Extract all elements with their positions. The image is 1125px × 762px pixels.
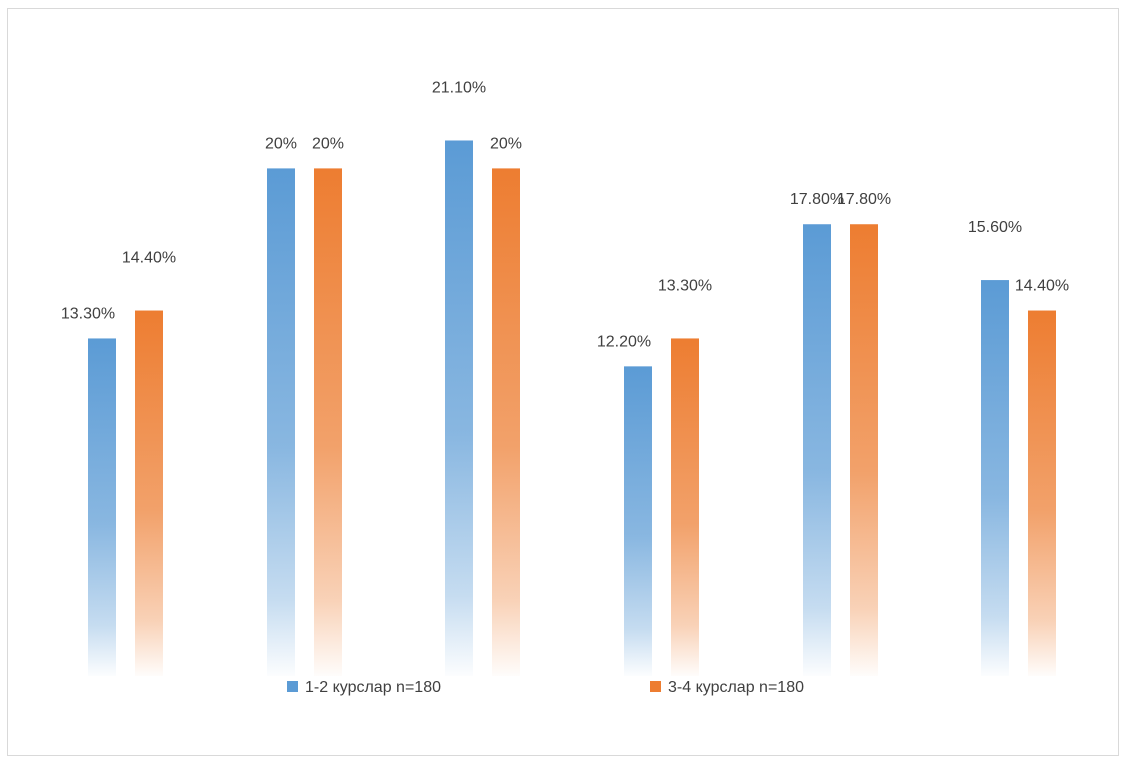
data-label-series-2-group-3: 20% (490, 135, 522, 152)
legend-label-series-1: 1-2 курслар n=180 (305, 679, 441, 696)
data-label-series-1-group-1: 13.30% (61, 305, 115, 322)
data-label-series-1-group-6: 15.60% (968, 219, 1022, 236)
legend-label-series-2: 3-4 курслар n=180 (668, 679, 804, 696)
chart-frame (7, 8, 1119, 756)
bar-series-1-group-5 (803, 224, 831, 676)
bar-series-1-group-6 (981, 280, 1009, 676)
bar-series-2-group-2 (314, 168, 342, 676)
data-labels-layer: 13.30% 20% 21.10% 12.20% 17.80% 15.60% 14.40% 2… (61, 79, 1069, 350)
legend: 1-2 курслар n=180 3-4 курслар n=180 (287, 679, 804, 696)
data-label-series-2-group-5: 17.80% (837, 191, 891, 208)
bar-series-2-group-4 (671, 338, 699, 676)
bar-series-1-group-3 (445, 140, 473, 676)
bar-series-2-group-3 (492, 168, 520, 676)
data-label-series-2-group-4: 13.30% (658, 277, 712, 294)
data-label-series-2-group-2: 20% (312, 135, 344, 152)
bar-series-2-group-6 (1028, 310, 1056, 676)
legend-swatch-series-2 (650, 681, 661, 692)
bar-series-2-group-1 (135, 310, 163, 676)
data-label-series-1-group-5: 17.80% (790, 191, 844, 208)
data-label-series-2-group-1: 14.40% (122, 250, 176, 267)
data-label-series-1-group-2: 20% (265, 135, 297, 152)
legend-swatch-series-1 (287, 681, 298, 692)
bars-layer (88, 140, 1056, 676)
bar-series-1-group-2 (267, 168, 295, 676)
data-label-series-2-group-6: 14.40% (1015, 278, 1069, 295)
bar-series-2-group-5 (850, 224, 878, 676)
bar-series-1-group-4 (624, 366, 652, 676)
data-label-series-1-group-4: 12.20% (597, 333, 651, 350)
data-label-series-1-group-3: 21.10% (432, 79, 486, 96)
bar-series-1-group-1 (88, 338, 116, 676)
